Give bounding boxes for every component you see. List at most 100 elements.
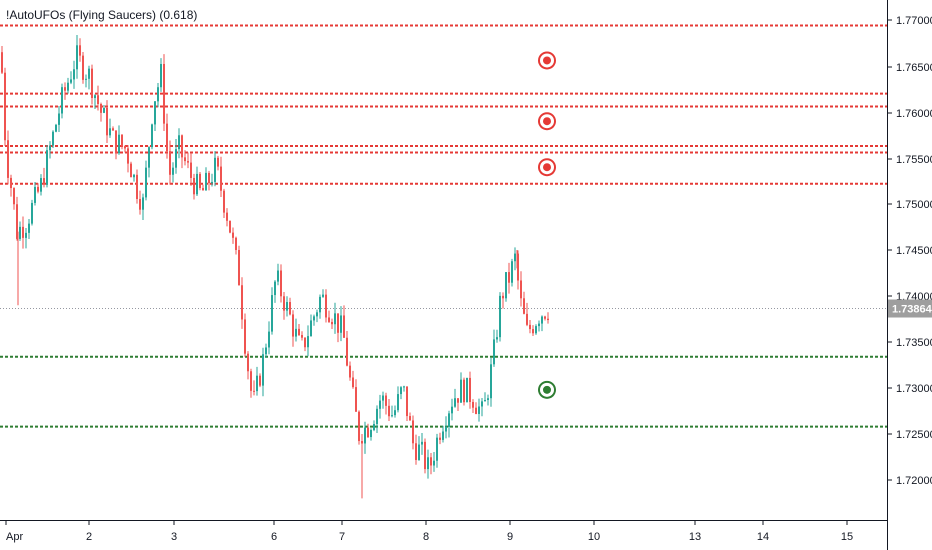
candle-body [400, 387, 402, 395]
candle-body [379, 400, 381, 409]
candle-body [241, 285, 243, 320]
candle-body [112, 128, 114, 131]
candle-body [307, 336, 309, 348]
candle-body [277, 270, 279, 282]
candle-body [133, 174, 135, 178]
candle-body [91, 68, 93, 99]
price-tick-label: 1.76500 [896, 62, 932, 74]
candle-body [76, 45, 78, 70]
price-tick-label: 1.72500 [896, 429, 932, 441]
candle-body [472, 401, 474, 408]
candle-body [457, 398, 459, 403]
candle-body [49, 145, 51, 151]
candle-body [127, 148, 129, 164]
candle-body [154, 101, 156, 125]
candle-body [337, 313, 339, 333]
candle-body [58, 113, 60, 125]
candle-body [334, 313, 336, 325]
candle-body [115, 130, 117, 154]
candle-body [460, 379, 462, 403]
candle-body [100, 104, 102, 113]
candle-body [403, 386, 405, 388]
candle-body [433, 460, 435, 466]
candle-body [295, 328, 297, 337]
candle-body [184, 157, 186, 162]
price-tick-label: 1.73500 [896, 337, 932, 349]
candle-body [253, 390, 255, 392]
candle-body [40, 178, 42, 192]
candle-body [304, 337, 306, 348]
time-tick-label: 13 [689, 531, 701, 543]
candle-body [547, 318, 549, 321]
candle-body [145, 167, 147, 198]
candle-body [493, 339, 495, 365]
candle-body [262, 354, 264, 386]
candle-body [274, 281, 276, 296]
candle-body [109, 128, 111, 136]
candle-body [526, 313, 528, 325]
candle-body [16, 204, 18, 239]
candle-body [292, 314, 294, 337]
candle-body [328, 317, 330, 322]
candle-body [517, 253, 519, 281]
candle-body [301, 335, 303, 338]
time-tick-label: 3 [171, 531, 177, 543]
candle-body [439, 437, 441, 440]
candle-body [427, 457, 429, 470]
indicator-title: !AutoUFOs (Flying Saucers) (0.618) [6, 8, 198, 22]
candle-body [538, 323, 540, 327]
candle-body [487, 398, 489, 400]
candle-body [43, 178, 45, 185]
candle-body [244, 319, 246, 354]
candle-body [22, 226, 24, 238]
candle-body [322, 294, 324, 297]
candle-body [214, 157, 216, 182]
candle-body [376, 408, 378, 424]
candle-body [448, 413, 450, 427]
candle-body [103, 107, 105, 113]
candle-body [349, 365, 351, 378]
candle-body [367, 427, 369, 438]
time-tick-label: 9 [507, 531, 513, 543]
candle-body [136, 174, 138, 200]
candle-body [196, 173, 198, 195]
candle-body [490, 364, 492, 399]
candle-body [97, 95, 99, 105]
candle-body [208, 172, 210, 184]
time-tick-label: 2 [86, 531, 92, 543]
candle-body [34, 186, 36, 203]
candle-body [202, 188, 204, 191]
candle-body [229, 220, 231, 233]
candle-body [520, 280, 522, 299]
candle-body [94, 95, 96, 99]
candle-body [238, 249, 240, 286]
candle-body [220, 166, 222, 191]
price-tick-label: 1.75000 [896, 199, 932, 211]
candle-body [529, 324, 531, 330]
candle-body [205, 172, 207, 191]
candle-body [118, 134, 120, 154]
candle-body [199, 173, 201, 189]
candle-body [88, 68, 90, 79]
candle-body [163, 63, 165, 124]
candle-body [373, 423, 375, 431]
candle-body [436, 437, 438, 461]
candle-body [502, 295, 504, 299]
candle-body [469, 377, 471, 402]
candle-body [385, 395, 387, 406]
candle-body [313, 316, 315, 321]
candle-body [151, 124, 153, 148]
time-tick-label: 14 [757, 531, 769, 543]
candle-body [331, 321, 333, 325]
candle-body [430, 457, 432, 466]
resistance-ufo-marker-dot [543, 56, 551, 65]
candle-body [463, 379, 465, 403]
candle-body [226, 212, 228, 221]
candle-body [478, 406, 480, 414]
candle-body [280, 270, 282, 297]
candle-body [82, 55, 84, 80]
candle-body [13, 188, 15, 205]
candle-body [106, 107, 108, 136]
candle-body [541, 316, 543, 324]
